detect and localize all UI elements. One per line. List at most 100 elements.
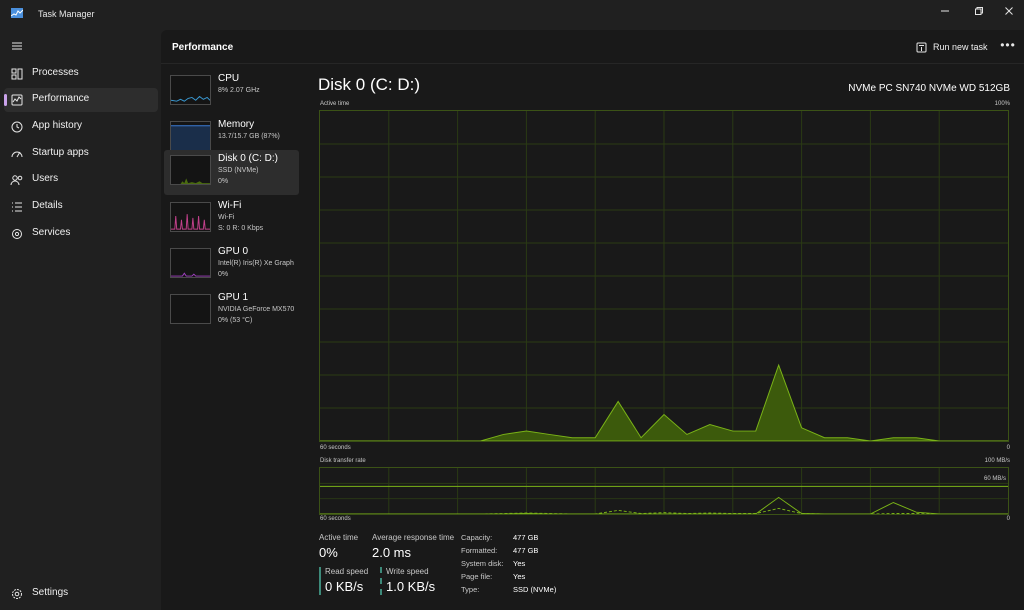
app-history-icon [11, 121, 23, 133]
sidebar-item-label: Settings [32, 587, 69, 598]
property-key: Formatted: [461, 546, 498, 555]
device-detail: NVIDIA GeForce MX570 [218, 306, 295, 313]
active-time-stat-label: Active time [319, 533, 359, 542]
sidebar-item-startup-apps[interactable]: Startup apps [4, 142, 158, 166]
device-item-gpu-0[interactable]: GPU 0 Intel(R) Iris(R) Xe Graph 0% [164, 243, 299, 288]
sidebar-item-performance[interactable]: Performance [4, 88, 158, 112]
page-title: Performance [172, 42, 234, 53]
run-task-icon [916, 42, 927, 52]
device-name: GPU 0 [218, 246, 249, 257]
minimize-icon [941, 10, 949, 12]
read-speed-value: 0 KB/s [325, 579, 364, 594]
restore-icon [975, 7, 983, 15]
write-speed-indicator [380, 567, 382, 595]
device-name: Memory [218, 119, 255, 130]
performance-icon [11, 94, 23, 106]
property-key: Capacity: [461, 533, 493, 542]
property-value: 477 GB [513, 546, 539, 555]
run-new-task-label: Run new task [933, 42, 988, 52]
device-detail: SSD (NVMe) [218, 167, 259, 174]
device-item-gpu-1[interactable]: GPU 1 NVIDIA GeForce MX570 0% (53 °C) [164, 289, 299, 334]
active-time-stat-value: 0% [319, 545, 338, 560]
avg-response-stat-label: Average response time [372, 533, 455, 542]
disk-title: Disk 0 (C: D:) [318, 75, 420, 94]
device-value: S: 0 R: 0 Kbps [218, 225, 264, 232]
device-item-wifi[interactable]: Wi-Fi Wi-Fi S: 0 R: 0 Kbps [164, 197, 299, 242]
disk-thumbnail-graph [170, 155, 211, 185]
write-speed-value: 1.0 KB/s [386, 579, 436, 594]
transfer-rate-axis-right: 0 [1006, 516, 1010, 522]
property-value: SSD (NVMe) [513, 585, 557, 594]
sidebar-item-app-history[interactable]: App history [4, 115, 158, 139]
device-name: CPU [218, 73, 240, 84]
property-value: 477 GB [513, 533, 539, 542]
cpu-thumbnail-graph [170, 75, 211, 105]
more-options-button[interactable]: ••• [1000, 38, 1016, 52]
close-icon [1005, 7, 1013, 15]
transfer-rate-max-label: 100 MB/s [984, 458, 1010, 464]
active-time-axis-left: 60 seconds [320, 445, 351, 451]
processes-icon [11, 68, 23, 80]
close-button[interactable] [992, 0, 1024, 22]
startup-apps-icon [11, 151, 23, 158]
read-speed-label: Read speed [325, 567, 369, 576]
sidebar-item-label: App history [32, 120, 83, 131]
active-time-chart-label: Active time [320, 101, 350, 107]
device-name: Wi-Fi [218, 200, 242, 211]
device-detail: 8% 2.07 GHz [218, 87, 260, 94]
run-new-task-button[interactable]: Run new task [916, 39, 988, 55]
device-value: 0% [218, 271, 229, 278]
property-key: Type: [461, 585, 480, 594]
device-item-cpu[interactable]: CPU 8% 2.07 GHz [164, 70, 299, 115]
transfer-rate-mark-label: 60 MB/s [983, 476, 1006, 482]
sidebar-item-label: Users [32, 173, 59, 184]
sidebar-item-label: Startup apps [32, 147, 89, 158]
page-header: Performance Run new task ••• [161, 30, 1024, 64]
sidebar-item-details[interactable]: Details [4, 195, 158, 219]
window-title: Task Manager [38, 9, 95, 19]
hamburger-menu-icon[interactable] [10, 40, 24, 52]
title-bar: Task Manager [0, 0, 1024, 30]
active-time-axis-right: 0 [1006, 445, 1010, 451]
performance-panel: Performance Run new task ••• CPU 8% 2.07… [161, 30, 1024, 610]
transfer-rate-axis-left: 60 seconds [320, 516, 351, 522]
device-item-memory[interactable]: Memory 13.7/15.7 GB (87%) [164, 116, 299, 161]
sidebar-item-label: Details [32, 200, 63, 211]
read-speed-indicator [319, 567, 321, 595]
device-detail: Wi-Fi [218, 214, 235, 221]
details-icon [12, 202, 22, 212]
minimize-button[interactable] [928, 0, 962, 22]
sidebar-item-services[interactable]: Services [4, 222, 158, 246]
restore-button[interactable] [962, 0, 996, 22]
gpu0-thumbnail-graph [170, 248, 211, 278]
sidebar-item-label: Processes [32, 67, 79, 78]
wifi-thumbnail-graph [170, 202, 211, 232]
sidebar-item-processes[interactable]: Processes [4, 62, 158, 86]
property-value: Yes [513, 572, 526, 581]
disk-model: NVMe PC SN740 NVMe WD 512GB [848, 83, 1010, 94]
gpu1-thumbnail-graph [170, 294, 211, 324]
device-name: GPU 1 [218, 292, 249, 303]
property-key: System disk: [461, 559, 504, 568]
active-time-max-label: 100% [994, 101, 1010, 107]
property-key: Page file: [461, 572, 493, 581]
sidebar-item-label: Services [32, 227, 71, 238]
sidebar-item-settings[interactable]: Settings [4, 582, 158, 606]
task-manager-logo-icon [11, 8, 23, 18]
device-value: 0% [218, 178, 229, 185]
transfer-rate-chart [319, 467, 1009, 515]
device-detail: Intel(R) Iris(R) Xe Graph [218, 260, 294, 267]
gear-icon [12, 589, 22, 599]
active-time-area-series [320, 363, 1008, 441]
device-name: Disk 0 (C: D:) [218, 153, 278, 164]
transfer-rate-write-series [320, 507, 1008, 514]
users-icon [10, 175, 23, 186]
transfer-rate-read-series [320, 496, 1008, 514]
device-detail: 13.7/15.7 GB (87%) [218, 133, 280, 140]
services-icon [12, 229, 22, 239]
sidebar-item-users[interactable]: Users [4, 168, 158, 192]
device-value: 0% (53 °C) [218, 317, 253, 324]
memory-thumbnail-graph [170, 121, 211, 151]
sidebar-item-label: Performance [32, 93, 90, 104]
device-item-disk-0[interactable]: Disk 0 (C: D:) SSD (NVMe) 0% [164, 150, 299, 195]
